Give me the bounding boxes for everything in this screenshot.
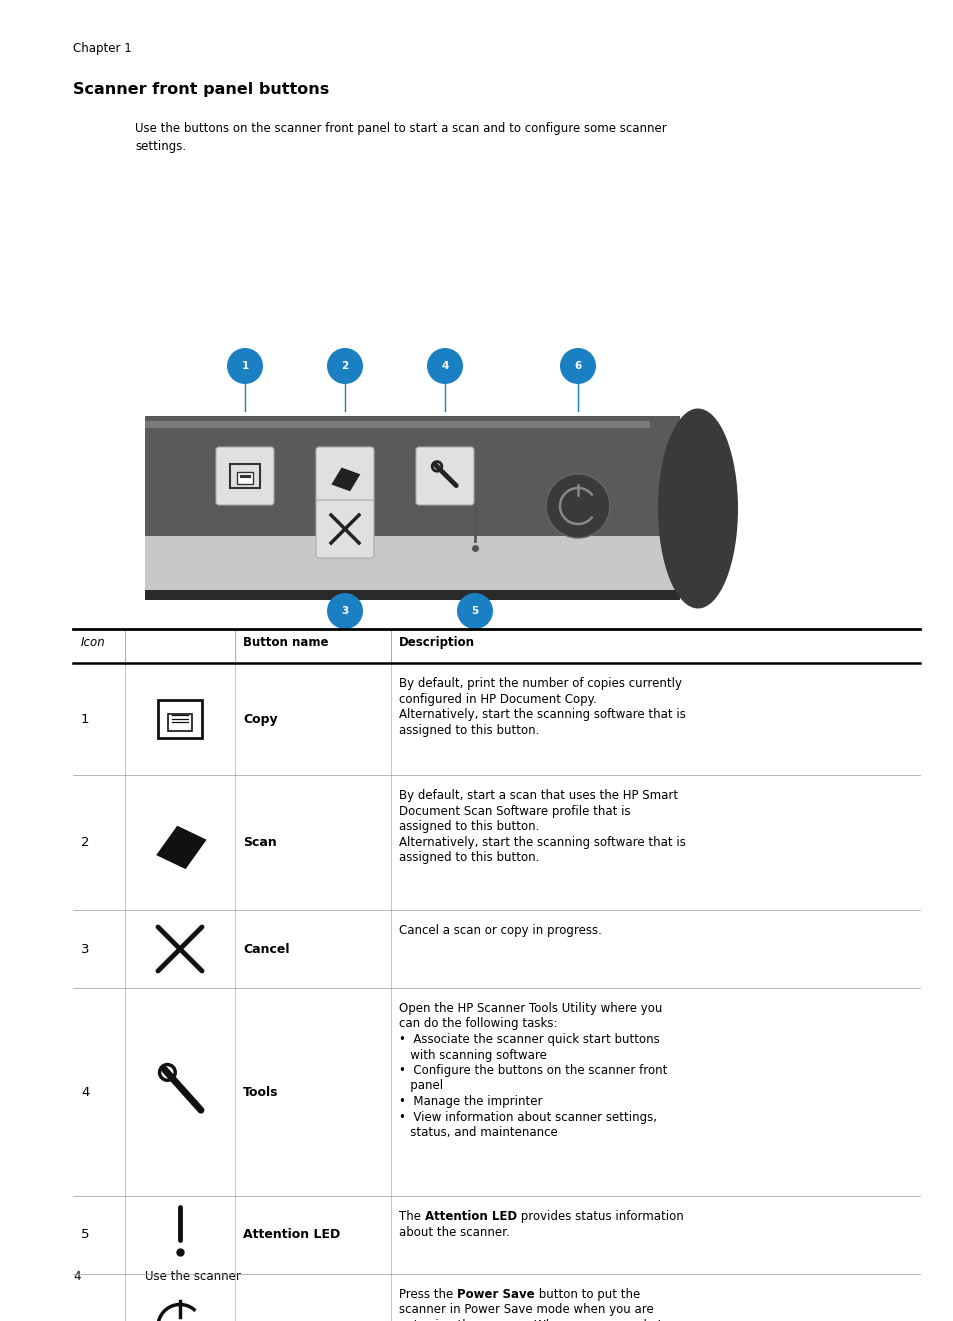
Bar bbox=[145, 536, 679, 590]
Text: Cancel: Cancel bbox=[243, 942, 289, 955]
Text: Use the scanner: Use the scanner bbox=[145, 1269, 240, 1283]
Text: •  Configure the buttons on the scanner front: • Configure the buttons on the scanner f… bbox=[398, 1063, 667, 1077]
Text: button to put the: button to put the bbox=[534, 1288, 639, 1301]
Circle shape bbox=[327, 347, 363, 384]
Text: Use the buttons on the scanner front panel to start a scan and to configure some: Use the buttons on the scanner front pan… bbox=[135, 122, 666, 153]
Text: 6: 6 bbox=[574, 361, 581, 371]
Text: Chapter 1: Chapter 1 bbox=[73, 42, 132, 55]
Text: By default, start a scan that uses the HP Smart: By default, start a scan that uses the H… bbox=[398, 789, 678, 802]
Text: about the scanner.: about the scanner. bbox=[398, 1226, 509, 1239]
Text: The: The bbox=[398, 1210, 424, 1223]
Circle shape bbox=[545, 474, 609, 538]
Circle shape bbox=[327, 593, 363, 629]
Text: Alternatively, start the scanning software that is: Alternatively, start the scanning softwa… bbox=[398, 835, 685, 848]
Bar bbox=[236, 472, 253, 485]
Ellipse shape bbox=[658, 408, 738, 609]
Text: 1: 1 bbox=[81, 712, 90, 725]
Text: Button name: Button name bbox=[243, 635, 328, 649]
Text: configured in HP Document Copy.: configured in HP Document Copy. bbox=[398, 692, 597, 705]
FancyBboxPatch shape bbox=[416, 446, 474, 505]
Text: 3: 3 bbox=[341, 606, 348, 616]
Text: using the scanner. When you are ready to: using the scanner. When you are ready to bbox=[418, 1318, 669, 1321]
Bar bbox=[95, 402, 145, 606]
Text: 4: 4 bbox=[441, 361, 448, 371]
Circle shape bbox=[559, 347, 596, 384]
Text: Attention LED: Attention LED bbox=[424, 1210, 517, 1223]
Text: 4: 4 bbox=[73, 1269, 80, 1283]
Circle shape bbox=[427, 347, 462, 384]
FancyBboxPatch shape bbox=[315, 501, 374, 557]
Text: assigned to this button.: assigned to this button. bbox=[398, 851, 538, 864]
Bar bbox=[145, 416, 679, 536]
Text: •  Associate the scanner quick start buttons: • Associate the scanner quick start butt… bbox=[398, 1033, 659, 1046]
Text: not: not bbox=[398, 1318, 418, 1321]
Text: 2: 2 bbox=[341, 361, 348, 371]
Text: Press the: Press the bbox=[398, 1288, 456, 1301]
Text: Scan: Scan bbox=[243, 836, 276, 849]
Text: assigned to this button.: assigned to this button. bbox=[398, 724, 538, 737]
Bar bbox=[168, 713, 192, 731]
Text: Copy: Copy bbox=[243, 712, 277, 725]
Text: Document Scan Software profile that is: Document Scan Software profile that is bbox=[398, 804, 630, 818]
Text: Alternatively, start the scanning software that is: Alternatively, start the scanning softwa… bbox=[398, 708, 685, 721]
Text: 1: 1 bbox=[241, 361, 249, 371]
Text: Power Save: Power Save bbox=[456, 1288, 534, 1301]
Text: Open the HP Scanner Tools Utility where you: Open the HP Scanner Tools Utility where … bbox=[398, 1003, 661, 1015]
Text: •  Manage the imprinter: • Manage the imprinter bbox=[398, 1095, 542, 1108]
Text: can do the following tasks:: can do the following tasks: bbox=[398, 1017, 557, 1030]
Text: Tools: Tools bbox=[243, 1086, 278, 1099]
Polygon shape bbox=[331, 468, 360, 491]
Circle shape bbox=[227, 347, 263, 384]
Text: with scanning software: with scanning software bbox=[398, 1049, 546, 1062]
Text: Cancel a scan or copy in progress.: Cancel a scan or copy in progress. bbox=[398, 923, 601, 937]
Text: By default, print the number of copies currently: By default, print the number of copies c… bbox=[398, 676, 681, 690]
Text: Scanner front panel buttons: Scanner front panel buttons bbox=[73, 82, 329, 96]
Text: 5: 5 bbox=[471, 606, 478, 616]
Text: Description: Description bbox=[398, 635, 475, 649]
FancyBboxPatch shape bbox=[315, 446, 374, 505]
Text: 2: 2 bbox=[81, 836, 90, 849]
Text: 3: 3 bbox=[81, 942, 90, 955]
Circle shape bbox=[456, 593, 493, 629]
Text: •  View information about scanner settings,: • View information about scanner setting… bbox=[398, 1111, 657, 1123]
Text: status, and maintenance: status, and maintenance bbox=[398, 1125, 558, 1139]
Text: assigned to this button.: assigned to this button. bbox=[398, 820, 538, 834]
Text: provides status information: provides status information bbox=[517, 1210, 683, 1223]
Text: scanner in Power Save mode when you are: scanner in Power Save mode when you are bbox=[398, 1304, 653, 1317]
FancyBboxPatch shape bbox=[215, 446, 274, 505]
Text: 4: 4 bbox=[81, 1086, 90, 1099]
Bar bbox=[145, 590, 679, 600]
Text: 5: 5 bbox=[81, 1229, 90, 1242]
Text: Icon: Icon bbox=[81, 635, 106, 649]
Text: panel: panel bbox=[398, 1079, 442, 1092]
Polygon shape bbox=[156, 826, 207, 869]
Bar bbox=[145, 421, 649, 428]
Text: Attention LED: Attention LED bbox=[243, 1229, 340, 1242]
